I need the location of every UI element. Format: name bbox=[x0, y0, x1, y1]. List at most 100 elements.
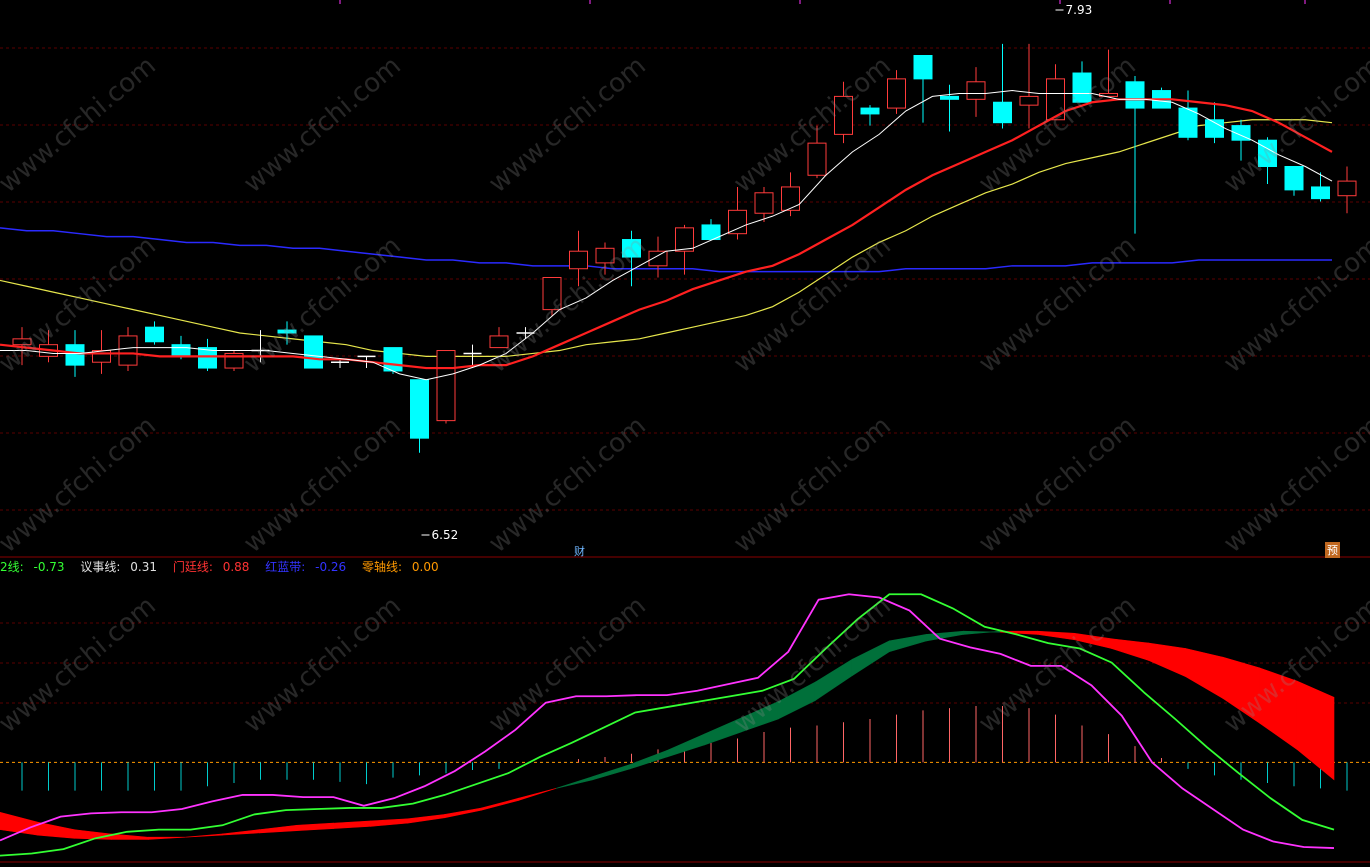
legend-item-2-line: 2线: -0.73 bbox=[0, 560, 71, 574]
band-red-segment bbox=[444, 807, 483, 819]
candle-body bbox=[913, 55, 933, 80]
candle-body bbox=[1311, 186, 1330, 200]
candle-body bbox=[728, 209, 747, 235]
candle-body bbox=[12, 338, 32, 346]
candle-body bbox=[171, 344, 191, 357]
candle-body bbox=[754, 192, 774, 214]
candle-body bbox=[1284, 166, 1304, 191]
candle-body bbox=[436, 350, 456, 422]
candle-body bbox=[65, 344, 85, 366]
band-red-segment bbox=[259, 824, 297, 834]
band-red-segment bbox=[1148, 642, 1187, 678]
legend-item-menting-line: 门廷线: 0.88 bbox=[173, 560, 256, 574]
legend-item-yishi-line: 议事线: 0.31 bbox=[80, 560, 163, 574]
candle-body bbox=[383, 347, 403, 372]
band-red-segment bbox=[1111, 638, 1150, 661]
candle-body bbox=[145, 326, 164, 343]
band-red-segment bbox=[73, 829, 112, 840]
band-red-segment bbox=[518, 788, 556, 801]
candle-body bbox=[675, 227, 694, 252]
legend-label: 零轴线: bbox=[362, 560, 403, 574]
candle-body bbox=[648, 250, 668, 267]
band-red-segment bbox=[1074, 632, 1112, 649]
legend-label: 红蓝带: bbox=[265, 560, 306, 574]
band-red-segment bbox=[1185, 648, 1224, 699]
ma-red-line bbox=[0, 98, 1333, 370]
candle-body bbox=[807, 142, 827, 176]
candle-body bbox=[569, 250, 588, 270]
candle-body bbox=[1178, 107, 1198, 138]
band-red-segment bbox=[1222, 656, 1261, 724]
candle-body bbox=[1046, 78, 1065, 121]
band-green-segment bbox=[889, 634, 927, 653]
legend-value: 0.31 bbox=[130, 560, 157, 574]
candle-body bbox=[198, 347, 217, 369]
candle-body bbox=[940, 95, 959, 100]
legend-label: 2线: bbox=[0, 560, 24, 574]
ma-blue-line bbox=[0, 227, 1332, 273]
legend-item-zero-axis: 零轴线: 0.00 bbox=[362, 560, 445, 574]
band-red-segment bbox=[1296, 680, 1335, 781]
band-green-segment bbox=[963, 630, 1001, 635]
indicator-magenta-line bbox=[0, 593, 1335, 849]
legend-value: -0.73 bbox=[33, 560, 65, 574]
band-red-segment bbox=[333, 820, 371, 829]
band-red-segment bbox=[370, 818, 408, 827]
legend-value: 0.88 bbox=[222, 560, 250, 574]
candle-body bbox=[595, 247, 615, 264]
candle-body bbox=[1337, 180, 1357, 197]
indicator-legend: 2线: -0.73 议事线: 0.31 门廷线: 0.88 红蓝带: -0.26… bbox=[0, 558, 451, 576]
candle-body bbox=[542, 277, 562, 311]
band-green-segment bbox=[851, 640, 890, 677]
candle-body bbox=[410, 379, 429, 439]
candle-body bbox=[92, 350, 111, 363]
candle-body bbox=[966, 81, 986, 100]
candle-body bbox=[622, 239, 641, 258]
band-red-segment bbox=[296, 822, 334, 832]
band-green-segment bbox=[666, 733, 705, 758]
ma-yellow-line bbox=[0, 119, 1333, 357]
candle-body bbox=[860, 107, 880, 115]
candle-body bbox=[304, 335, 323, 369]
band-green-segment bbox=[555, 776, 594, 789]
band-red-segment bbox=[407, 814, 445, 824]
financial-marker[interactable]: 财 bbox=[574, 545, 585, 558]
candle-body bbox=[277, 329, 297, 334]
candle-body bbox=[1019, 95, 1039, 106]
candle-body bbox=[1125, 81, 1145, 109]
candle-body bbox=[1231, 125, 1251, 141]
band-green-segment bbox=[629, 750, 668, 770]
price-low-label: 6.52 bbox=[432, 528, 459, 542]
ma-white-line bbox=[0, 90, 1333, 381]
band-red-segment bbox=[1037, 630, 1075, 641]
forecast-marker[interactable]: 预 bbox=[1325, 542, 1340, 558]
legend-value: -0.26 bbox=[315, 560, 347, 574]
legend-value: 0.00 bbox=[411, 560, 439, 574]
band-red-segment bbox=[147, 836, 186, 840]
band-green-segment bbox=[814, 658, 853, 702]
band-red-segment bbox=[185, 833, 223, 838]
candle-body bbox=[118, 335, 138, 366]
candle-body bbox=[781, 186, 800, 211]
legend-label: 议事线: bbox=[80, 560, 121, 574]
band-red-segment bbox=[481, 797, 520, 811]
band-green-segment bbox=[592, 764, 631, 781]
legend-item-hongland-band: 红蓝带: -0.26 bbox=[265, 560, 352, 574]
band-green-segment bbox=[703, 717, 742, 746]
candle-body bbox=[489, 335, 509, 349]
candle-body bbox=[1205, 119, 1224, 138]
band-red-segment bbox=[1259, 667, 1298, 750]
indicator-green-line bbox=[0, 593, 1335, 857]
candle-body bbox=[834, 95, 853, 135]
candle-body bbox=[887, 78, 906, 109]
band-green-segment bbox=[740, 701, 779, 733]
candle-body bbox=[1072, 72, 1092, 103]
candle-body bbox=[993, 101, 1012, 124]
band-red-segment bbox=[36, 821, 75, 839]
candle-body bbox=[1258, 139, 1277, 167]
legend-label: 门廷线: bbox=[172, 560, 213, 574]
band-green-segment bbox=[777, 681, 816, 720]
band-red-segment bbox=[222, 829, 260, 836]
candle-body bbox=[701, 224, 721, 241]
